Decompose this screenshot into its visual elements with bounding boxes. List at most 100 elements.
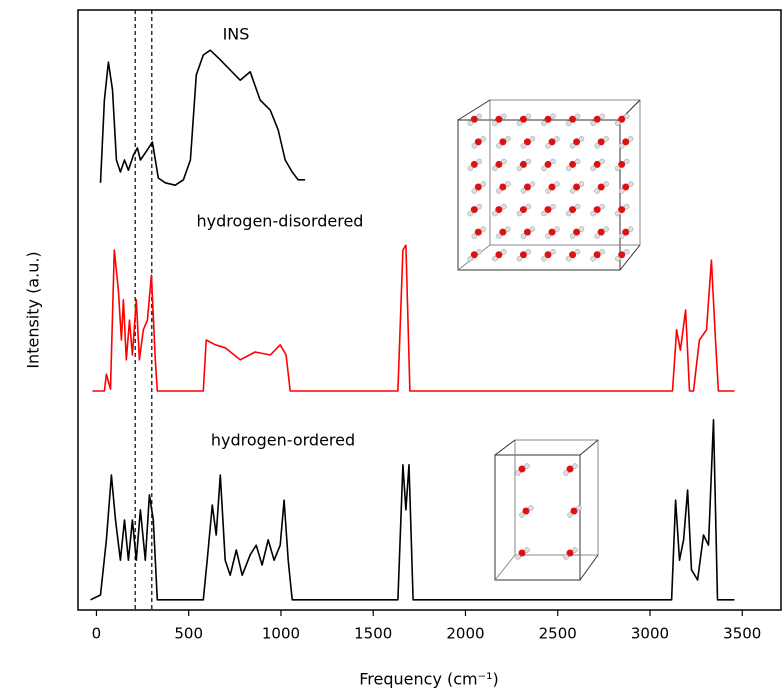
hydrogen-atom	[551, 204, 556, 209]
hydrogen-atom	[551, 114, 556, 119]
hydrogen-atom	[568, 513, 573, 518]
y-axis-label: Intensity (a.u.)	[24, 251, 43, 368]
hydrogen-atom	[600, 249, 605, 254]
x-axis-label: Frequency (cm⁻¹)	[359, 670, 498, 689]
spectrum-line	[91, 420, 735, 600]
hydrogen-atom	[526, 204, 531, 209]
hydrogen-atom	[481, 136, 486, 141]
hydrogen-atom	[566, 256, 571, 261]
hydrogen-atom	[520, 513, 525, 518]
hydrogen-atom	[546, 189, 551, 194]
hydrogen-atom	[530, 182, 535, 187]
hydrogen-atom	[481, 182, 486, 187]
hydrogen-atom	[566, 121, 571, 126]
hydrogen-atom	[570, 234, 575, 239]
hydrogen-atom	[575, 249, 580, 254]
hydrogen-atom	[628, 136, 633, 141]
hydrogen-atom	[600, 159, 605, 164]
x-tick-label: 3000	[631, 625, 669, 643]
hydrogen-atom	[516, 471, 521, 476]
x-tick-label: 1000	[262, 625, 300, 643]
hydrogen-atom	[526, 159, 531, 164]
hydrogen-atom	[496, 143, 501, 148]
hydrogen-atom	[619, 143, 624, 148]
hydrogen-atom	[546, 143, 551, 148]
hydrogen-atom	[492, 211, 497, 216]
hydrogen-atom	[505, 182, 510, 187]
hydrogen-atom	[555, 136, 560, 141]
molecules-ordered	[516, 464, 582, 560]
hydrogen-atom	[624, 114, 629, 119]
hydrogen-atom	[542, 121, 547, 126]
hydrogen-atom	[472, 143, 477, 148]
hydrogen-atom	[525, 464, 530, 469]
x-tick-label: 3500	[723, 625, 761, 643]
hydrogen-atom	[505, 227, 510, 232]
hydrogen-atom	[492, 256, 497, 261]
hydrogen-atom	[564, 555, 569, 560]
hydrogen-atom	[579, 227, 584, 232]
hydrogen-atom	[468, 256, 473, 261]
hydrogen-atom	[555, 182, 560, 187]
hydrogen-atom	[591, 121, 596, 126]
hydrogen-atom	[628, 182, 633, 187]
hydrogen-atom	[595, 234, 600, 239]
hydrogen-atom	[517, 166, 522, 171]
x-tick-label: 0	[92, 625, 102, 643]
hydrogen-atom	[575, 159, 580, 164]
hydrogen-atom	[477, 204, 482, 209]
hydrogen-atom	[566, 211, 571, 216]
x-tick-label: 1500	[354, 625, 392, 643]
hydrogen-atom	[530, 136, 535, 141]
series-label: hydrogen-ordered	[211, 431, 355, 450]
hydrogen-atom	[604, 136, 609, 141]
hydrogen-atom	[577, 506, 582, 511]
x-tick-label: 500	[174, 625, 203, 643]
hydrogen-atom	[501, 249, 506, 254]
hydrogen-atom	[501, 159, 506, 164]
hydrogen-atom	[619, 234, 624, 239]
spectrum-line	[101, 50, 306, 185]
hydrogen-atom	[542, 256, 547, 261]
hydrogen-atom	[526, 249, 531, 254]
hydrogen-atom	[526, 114, 531, 119]
hydrogen-atom	[573, 464, 578, 469]
hydrogen-atom	[615, 121, 620, 126]
hydrogen-atom	[575, 204, 580, 209]
hydrogen-atom	[564, 471, 569, 476]
hydrogen-atom	[521, 143, 526, 148]
structure-ordered	[495, 440, 598, 580]
hydrogen-atom	[600, 114, 605, 119]
hydrogen-atom	[529, 506, 534, 511]
hydrogen-atom	[472, 234, 477, 239]
hydrogen-atom	[496, 234, 501, 239]
series-label: hydrogen-disordered	[197, 212, 364, 231]
hydrogen-atom	[570, 143, 575, 148]
spectrum-line	[92, 245, 734, 391]
hydrogen-atom	[624, 204, 629, 209]
hydrogen-atom	[600, 204, 605, 209]
hydrogen-atom	[468, 166, 473, 171]
hydrogen-atom	[516, 555, 521, 560]
hydrogen-atom	[619, 189, 624, 194]
hydrogen-atom	[517, 121, 522, 126]
hydrogen-atom	[517, 211, 522, 216]
hydrogen-atom	[595, 143, 600, 148]
hydrogen-atom	[496, 189, 501, 194]
hydrogen-atom	[615, 256, 620, 261]
hydrogen-atom	[604, 182, 609, 187]
hydrogen-atom	[501, 204, 506, 209]
hydrogen-atom	[468, 211, 473, 216]
hydrogen-atom	[591, 166, 596, 171]
hydrogen-atom	[521, 234, 526, 239]
hydrogen-atom	[542, 211, 547, 216]
series-label: INS	[223, 25, 250, 44]
hydrogen-atom	[477, 114, 482, 119]
hydrogen-atom	[604, 227, 609, 232]
hydrogen-atom	[570, 189, 575, 194]
hydrogen-atom	[472, 189, 477, 194]
hydrogen-atom	[477, 249, 482, 254]
hydrogen-atom	[566, 166, 571, 171]
x-tick-label: 2000	[446, 625, 484, 643]
chart: Frequency (cm⁻¹) Intensity (a.u.) 0 500 10…	[0, 0, 782, 697]
